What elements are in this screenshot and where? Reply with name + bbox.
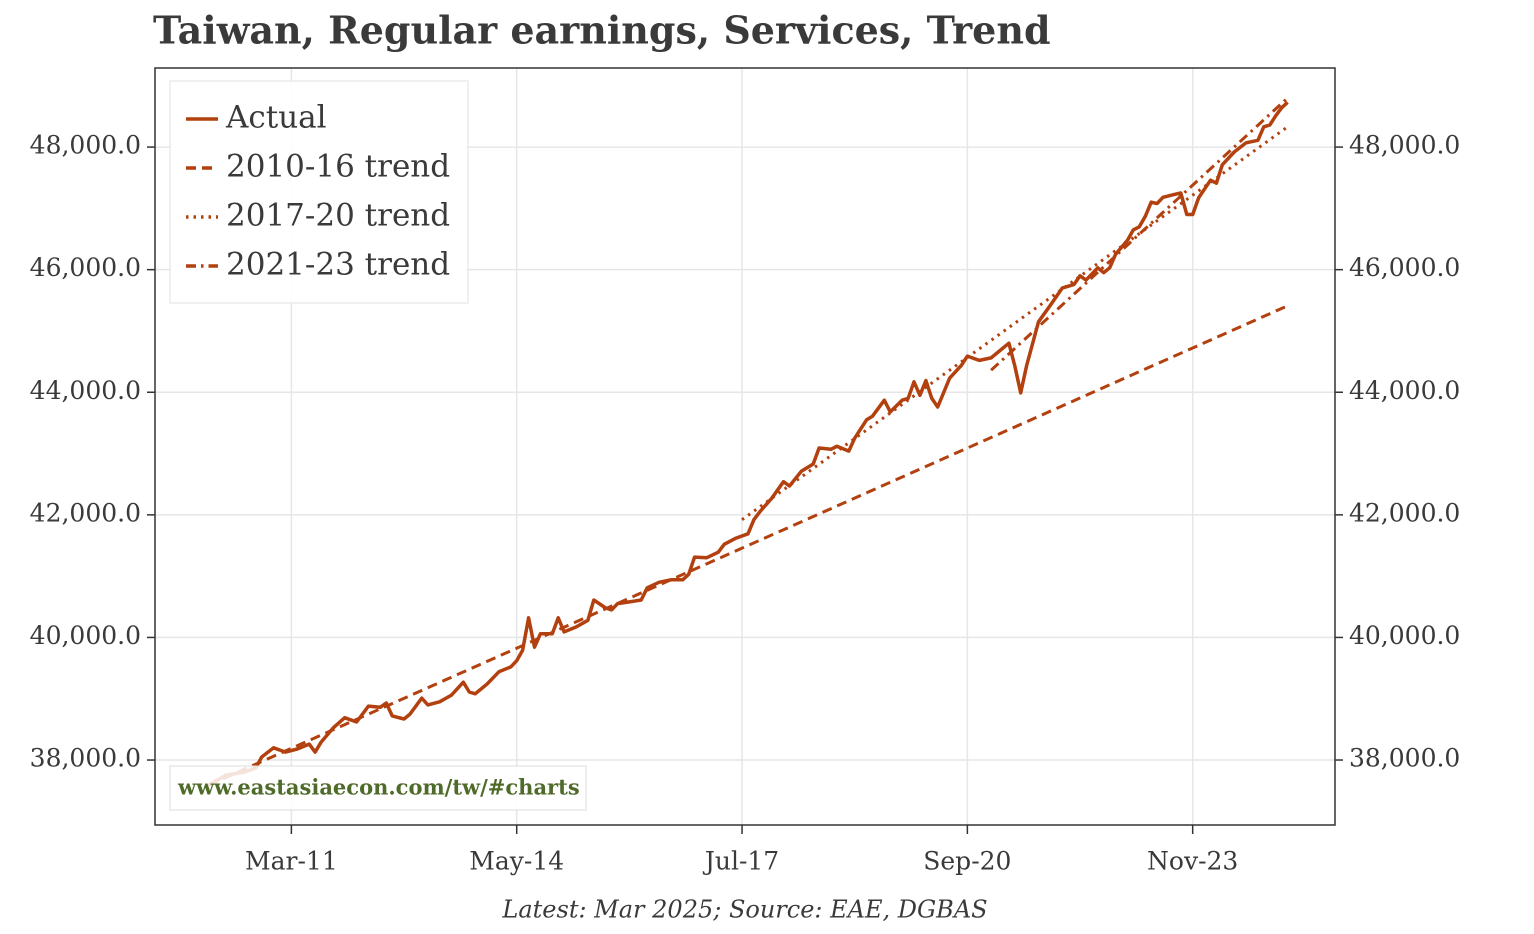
y-tick-label: 48,000.0	[30, 131, 141, 160]
plot-frame	[154, 67, 1336, 826]
x-tick-label: Jul-17	[702, 847, 779, 876]
y2-tick-label: 40,000.0	[1349, 621, 1460, 650]
y-tick-label: 40,000.0	[30, 621, 141, 650]
y-tick-label: 42,000.0	[30, 498, 141, 527]
y2-tick-label: 44,000.0	[1349, 376, 1460, 405]
y2-tick-label: 42,000.0	[1349, 498, 1460, 527]
y-tick-label: 38,000.0	[30, 744, 141, 773]
y-tick-label: 44,000.0	[30, 376, 141, 405]
x-tick-label: Sep-20	[923, 847, 1011, 876]
legend-label: 2017-20 trend	[226, 198, 450, 234]
x-tick-label: Nov-23	[1147, 847, 1238, 876]
x-tick-label: Mar-11	[245, 847, 338, 876]
watermark-box	[169, 765, 587, 811]
legend-label: 2010-16 trend	[226, 149, 450, 185]
y2-tick-label: 38,000.0	[1349, 744, 1460, 773]
chart-title: Taiwan, Regular earnings, Services, Tren…	[153, 8, 1051, 53]
footnote: Latest: Mar 2025; Source: EAE, DGBAS	[501, 896, 987, 924]
watermark: www.eastasiaecon.com/tw/#charts	[177, 775, 580, 800]
x-tick-label: May-14	[469, 847, 564, 876]
legend-box	[169, 80, 469, 304]
series-line	[207, 101, 1289, 787]
legend-label: 2021-23 trend	[226, 247, 450, 283]
y2-tick-label: 46,000.0	[1349, 253, 1460, 282]
series-line	[207, 304, 1289, 787]
legend-label: Actual	[225, 100, 327, 136]
y-tick-label: 46,000.0	[30, 253, 141, 282]
y2-tick-label: 48,000.0	[1349, 131, 1460, 160]
